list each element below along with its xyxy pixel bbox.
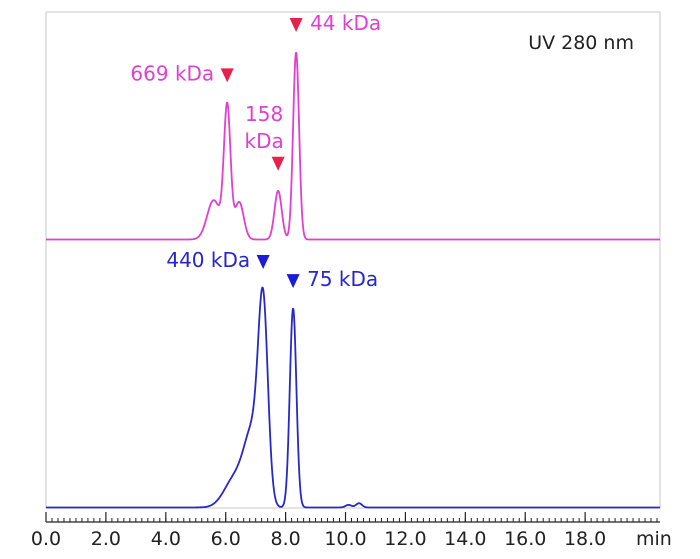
x-tick-label: 2.0: [91, 528, 121, 550]
peak-label-1: 75 kDa: [307, 267, 378, 291]
x-tick-label: 0.0: [31, 528, 61, 550]
x-axis-unit-label: min: [636, 528, 672, 550]
peak-label-1: 158 kDa: [244, 102, 283, 153]
series-layer: [45, 52, 661, 509]
peak-marker: [286, 274, 300, 289]
peak-label-2: 44 kDa: [310, 11, 381, 35]
peak-label-line: 158: [245, 102, 283, 126]
peak-label-0: 440 kDa: [166, 248, 250, 272]
peak-marker: [220, 68, 234, 83]
series-line-sample-lower: [45, 286, 661, 509]
peak-marker: [256, 255, 270, 269]
x-tick-label: 18.0: [564, 528, 606, 550]
x-tick-label: 6.0: [211, 528, 241, 550]
series-line-standard-upper: [45, 52, 661, 241]
peak-marker: [289, 18, 303, 32]
detector-note: UV 280 nm: [528, 32, 634, 54]
x-tick-label: 8.0: [271, 528, 301, 550]
x-tick-label: 14.0: [444, 528, 486, 550]
x-axis: 0.0 2.0 4.0 6.0 8.0 10.0 12.0 14.0 16.0 18.0: [31, 512, 660, 550]
x-tick-label: 10.0: [324, 528, 366, 550]
plot-frame: [45, 11, 661, 509]
x-tick-label: 4.0: [151, 528, 181, 550]
peak-label-line: kDa: [244, 129, 283, 153]
peak-label-0: 669 kDa: [130, 61, 214, 85]
peak-marker: [271, 156, 285, 171]
x-tick-label: 16.0: [504, 528, 546, 550]
x-tick-label: 12.0: [384, 528, 426, 550]
markers-layer: 669 kDa 158 kDa 44 kDa 440 kDa 75 kDa: [130, 11, 381, 291]
